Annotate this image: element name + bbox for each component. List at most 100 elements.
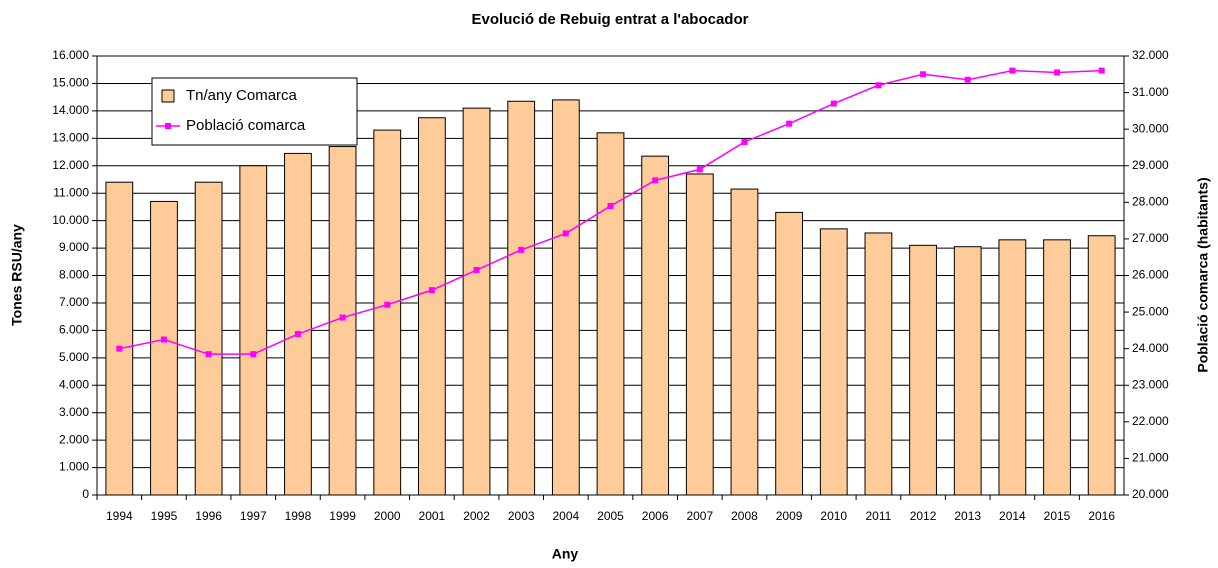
x-tick-label: 1994: [106, 509, 133, 523]
x-tick-label: 2003: [508, 509, 535, 523]
marker: [920, 71, 927, 78]
marker: [786, 120, 793, 127]
x-tick-label: 1996: [195, 509, 222, 523]
marker: [830, 100, 837, 107]
legend-label: Tn/any Comarca: [186, 87, 298, 104]
x-tick-label: 2000: [374, 509, 401, 523]
y-tick-label: 6.000: [59, 323, 89, 337]
y2-tick-label: 27.000: [1132, 231, 1169, 245]
x-tick-label: 2012: [910, 509, 937, 523]
y-tick-label: 15.000: [52, 76, 89, 90]
marker: [1054, 69, 1061, 76]
bar: [998, 239, 1027, 496]
marker: [1009, 67, 1016, 74]
marker: [696, 166, 703, 173]
bar: [909, 244, 937, 496]
x-tick-label: 1999: [329, 509, 356, 523]
x-tick-label: 2014: [999, 509, 1026, 523]
bar: [953, 246, 982, 496]
bar: [730, 188, 759, 496]
bar: [373, 129, 402, 496]
bar: [507, 100, 536, 496]
x-axis-title: Any: [552, 546, 579, 562]
x-tick-label: 2011: [866, 509, 892, 523]
y-tick-label: 14.000: [52, 103, 89, 117]
bar: [417, 117, 446, 496]
x-tick-label: 2008: [731, 509, 758, 523]
x-tick-label: 2013: [954, 509, 981, 523]
x-tick-label: 2001: [419, 509, 446, 523]
x-tick-label: 2002: [463, 509, 490, 523]
bar: [1087, 235, 1116, 496]
bar: [551, 99, 580, 496]
marker: [1098, 67, 1105, 74]
y-tick-label: 11.000: [53, 185, 89, 199]
marker: [741, 138, 748, 145]
y-tick-label: 10.000: [52, 213, 89, 227]
marker: [205, 351, 212, 358]
bar: [284, 152, 312, 496]
bar: [596, 132, 625, 496]
marker: [964, 76, 971, 83]
y2-tick-label: 20.000: [1132, 487, 1169, 501]
x-tick-label: 1995: [151, 509, 178, 523]
bar: [641, 155, 670, 496]
y2-tick-label: 26.000: [1132, 268, 1169, 282]
legend-label: Població comarca: [186, 117, 306, 134]
y-tick-label: 8.000: [59, 268, 89, 282]
y-tick-label: 1.000: [59, 460, 89, 474]
y2-tick-label: 24.000: [1132, 341, 1169, 355]
y-tick-label: 16.000: [52, 48, 89, 62]
y2-tick-label: 21.000: [1132, 451, 1169, 465]
x-tick-label: 1997: [240, 509, 267, 523]
marker: [875, 82, 882, 89]
y2-tick-label: 23.000: [1132, 377, 1169, 391]
y2-tick-label: 32.000: [1132, 48, 1169, 62]
y-tick-label: 7.000: [59, 295, 89, 309]
x-tick-label: 2010: [820, 509, 847, 523]
y-tick-label: 12.000: [52, 158, 89, 172]
y-tick-label: 9.000: [59, 240, 89, 254]
y-tick-label: 3.000: [59, 405, 89, 419]
marker: [607, 202, 614, 209]
marker: [652, 177, 659, 184]
bar: [819, 228, 848, 496]
marker: [116, 345, 123, 352]
bar: [150, 200, 178, 496]
bar: [194, 181, 223, 496]
bar: [685, 173, 714, 496]
bar: [1043, 239, 1071, 496]
marker: [160, 336, 167, 343]
y2-tick-label: 30.000: [1132, 121, 1169, 135]
y2-tick-label: 28.000: [1132, 195, 1169, 209]
marker: [384, 301, 391, 308]
y-tick-label: 13.000: [52, 130, 89, 144]
marker: [339, 314, 346, 321]
y-axis-title: Tones RSU/any: [9, 224, 25, 326]
x-tick-label: 2016: [1088, 509, 1115, 523]
marker: [562, 230, 569, 237]
x-tick-label: 2005: [597, 509, 624, 523]
marker: [518, 246, 525, 253]
bar: [462, 107, 491, 496]
marker: [473, 267, 480, 274]
chart-title: Evolució de Rebuig entrat a l'abocador: [472, 11, 749, 28]
y2-tick-label: 25.000: [1132, 304, 1169, 318]
bar: [239, 165, 268, 496]
bar: [775, 211, 804, 496]
bar: [105, 181, 134, 496]
legend-box: [151, 77, 358, 146]
y2-tick-label: 31.000: [1132, 85, 1169, 99]
y2-tick-label: 29.000: [1132, 158, 1169, 172]
x-tick-label: 2004: [552, 509, 579, 523]
marker: [428, 287, 435, 294]
marker: [250, 351, 257, 358]
y2-tick-label: 22.000: [1132, 414, 1169, 428]
marker: [294, 331, 301, 338]
legend-marker: [165, 123, 171, 129]
y-tick-label: 2.000: [59, 432, 89, 446]
bar: [864, 232, 893, 496]
y-tick-label: 4.000: [59, 377, 89, 391]
y-tick-label: 5.000: [59, 350, 89, 364]
